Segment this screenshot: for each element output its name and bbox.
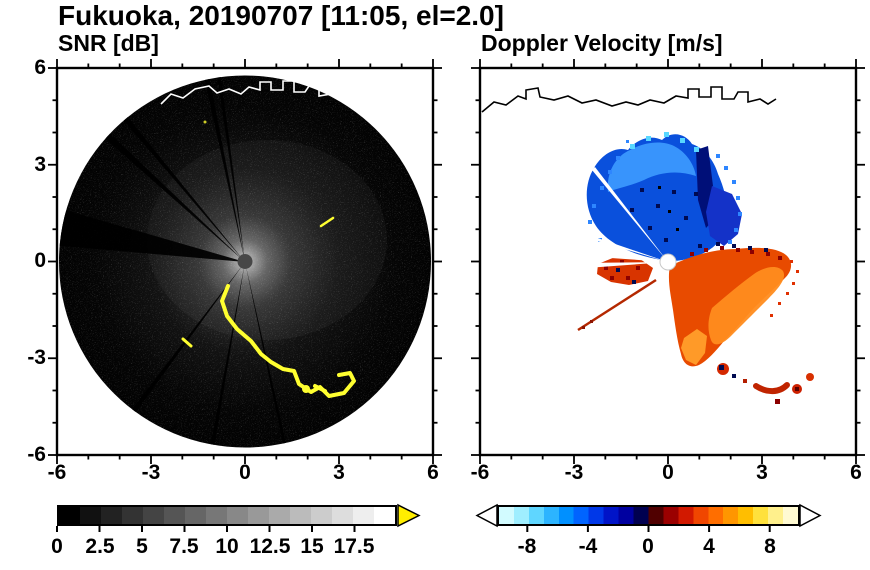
velocity-colorbar-ticks bbox=[526, 526, 771, 532]
snr-panel-title: SNR [dB] bbox=[58, 30, 159, 56]
x-tick-label: 3 bbox=[756, 461, 768, 484]
x-tick-label: 6 bbox=[427, 461, 439, 484]
x-tick-label: -6 bbox=[470, 461, 490, 484]
colorbar-tick-label: 15 bbox=[300, 535, 324, 558]
y-tick-label: 3 bbox=[34, 153, 46, 176]
radar-center-dot bbox=[659, 253, 677, 271]
y-tick-label: -6 bbox=[27, 443, 46, 466]
snr-colorbar-ticks bbox=[56, 526, 356, 532]
negative-velocity-region-blue bbox=[586, 132, 742, 261]
velocity-under-range-arrow-icon bbox=[475, 503, 498, 528]
y-tick-label: 6 bbox=[34, 56, 46, 79]
velocity-ppi-plot bbox=[480, 68, 856, 455]
x-tick-label: -6 bbox=[47, 461, 67, 484]
x-tick-label: 6 bbox=[850, 461, 862, 484]
colorbar-tick-label: 0 bbox=[642, 535, 654, 558]
colorbar-tick-label: 7.5 bbox=[169, 535, 199, 558]
colorbar-tick-label: 10 bbox=[215, 535, 239, 558]
colorbar-tick-label: 17.5 bbox=[333, 535, 375, 558]
snr-ppi-plot bbox=[57, 68, 433, 455]
snr-over-range-arrow-icon bbox=[397, 503, 421, 528]
y-tick-label: 0 bbox=[34, 249, 46, 272]
velocity-ppi-image bbox=[481, 86, 814, 404]
figure-title: Fukuoka, 20190707 [11:05, el=2.0] bbox=[58, 0, 504, 31]
positive-velocity-region-red bbox=[577, 242, 799, 367]
scattered-echoes-south bbox=[717, 363, 814, 404]
snr-haze bbox=[147, 140, 387, 340]
snr-colorbar bbox=[57, 505, 397, 526]
colorbar-tick-label: -8 bbox=[517, 535, 537, 558]
velocity-colorbar bbox=[497, 505, 800, 526]
coastline-overlay-black bbox=[481, 86, 777, 113]
velocity-panel-title: Doppler Velocity [m/s] bbox=[481, 30, 723, 56]
y-tick-label: -3 bbox=[27, 346, 46, 369]
colorbar-tick-label: 8 bbox=[764, 535, 776, 558]
colorbar-tick-label: 4 bbox=[703, 535, 715, 558]
x-tick-label: 0 bbox=[662, 461, 674, 484]
snr-ppi-image bbox=[59, 75, 431, 448]
colorbar-tick-label: 2.5 bbox=[85, 535, 115, 558]
x-tick-label: -3 bbox=[141, 461, 161, 484]
colorbar-tick-label: -4 bbox=[578, 535, 598, 558]
colorbar-tick-label: 0 bbox=[51, 535, 63, 558]
radar-center-dot bbox=[237, 254, 253, 269]
x-tick-label: 0 bbox=[239, 461, 251, 484]
colorbar-tick-label: 5 bbox=[136, 535, 148, 558]
x-tick-label: 3 bbox=[333, 461, 345, 484]
x-tick-label: -3 bbox=[564, 461, 584, 484]
velocity-over-range-arrow-icon bbox=[799, 503, 822, 528]
colorbar-tick-label: 12.5 bbox=[249, 535, 291, 558]
